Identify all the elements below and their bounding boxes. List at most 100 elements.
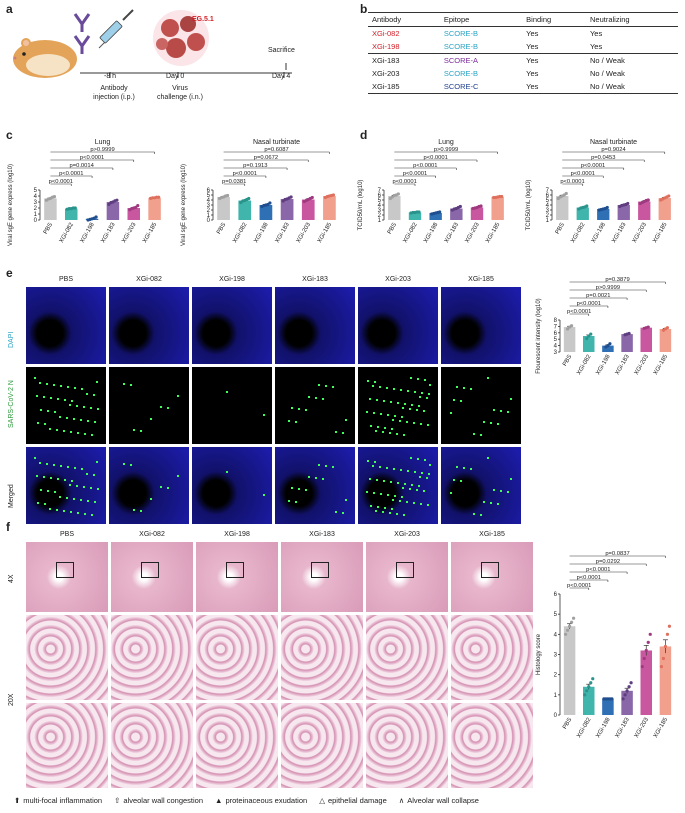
legend-symbol-icon: △ bbox=[319, 796, 325, 805]
column-header: XGi-183 bbox=[309, 531, 335, 538]
y-tick-label: 5 bbox=[207, 193, 211, 199]
p-value-label: p<0.0001 bbox=[59, 171, 83, 177]
table-cell-antibody: XGi-082 bbox=[372, 29, 400, 38]
y-tick-label: 3 bbox=[554, 653, 558, 659]
data-point bbox=[458, 204, 462, 209]
data-point bbox=[625, 689, 629, 693]
antibody-icon bbox=[70, 12, 100, 61]
y-tick-label: 8 bbox=[554, 318, 558, 324]
data-point bbox=[565, 628, 570, 632]
bar bbox=[638, 201, 651, 220]
x-tick-label: XGi-198 bbox=[423, 221, 440, 244]
bar bbox=[583, 336, 595, 352]
legend-text: proteinaceous exudation bbox=[225, 796, 308, 805]
bar bbox=[148, 197, 161, 220]
y-tick-label: 7 bbox=[378, 188, 382, 194]
table-row: XGi-203 SCORE-B Yes No / Weak bbox=[368, 67, 678, 80]
micrograph-image bbox=[109, 287, 189, 364]
row-label: 20X bbox=[8, 693, 15, 706]
bar bbox=[563, 327, 576, 352]
column-header: XGi-082 bbox=[139, 531, 165, 538]
time-label: Day 4 bbox=[272, 73, 291, 80]
x-tick-label: XGi-203 bbox=[634, 353, 651, 376]
p-value-label: p>0.9999 bbox=[90, 147, 114, 153]
table-cell-epitope: SCORE-C bbox=[443, 82, 479, 91]
x-tick-label: XGi-185 bbox=[485, 221, 502, 244]
data-point bbox=[156, 195, 161, 199]
y-tick-label: 1 bbox=[34, 212, 38, 218]
p-value-label: p>0.9999 bbox=[596, 285, 620, 291]
y-tick-label: 4 bbox=[554, 632, 558, 638]
bar bbox=[621, 334, 633, 352]
y-tick-label: 5 bbox=[554, 337, 558, 343]
p-value-label: p<0.0001 bbox=[577, 575, 601, 581]
data-point bbox=[438, 210, 442, 214]
p-value-label: p<0.0001 bbox=[560, 179, 584, 185]
variant-label: EG.5.1 bbox=[192, 16, 214, 23]
histology-legend: ⬆ multi-focal inflammation ⇧ alveolar wall … bbox=[14, 796, 554, 805]
table-row: XGi-185 SCORE-C Yes No / Weak bbox=[368, 80, 678, 94]
data-point bbox=[605, 205, 609, 210]
bar bbox=[217, 197, 230, 220]
micrograph-image bbox=[109, 447, 189, 524]
x-tick-label: XGi-082 bbox=[59, 221, 76, 244]
p-value-label: p=0.0021 bbox=[586, 293, 610, 299]
column-header: XGi-185 bbox=[468, 276, 494, 283]
micrograph-image bbox=[441, 447, 521, 524]
data-point bbox=[648, 632, 652, 636]
data-point bbox=[583, 693, 587, 697]
y-tick-label: 0 bbox=[554, 713, 558, 719]
y-tick-label: 1 bbox=[378, 218, 382, 224]
micrograph-image bbox=[26, 447, 106, 524]
row-label: 4X bbox=[8, 574, 15, 583]
column-header: XGi-203 bbox=[394, 531, 420, 538]
micrograph-image bbox=[192, 367, 272, 444]
data-point bbox=[569, 620, 574, 624]
panel-label-f: f bbox=[6, 520, 10, 534]
bar bbox=[597, 209, 610, 220]
p-value-label: p=0.6087 bbox=[264, 147, 288, 153]
data-point bbox=[623, 693, 627, 697]
bar bbox=[323, 196, 336, 220]
table-header: Binding bbox=[522, 12, 586, 27]
histology-image bbox=[451, 542, 533, 612]
panel-label-b: b bbox=[360, 2, 368, 16]
data-point bbox=[136, 204, 140, 208]
data-point bbox=[585, 204, 589, 208]
bar bbox=[450, 208, 463, 220]
histology-image bbox=[196, 615, 278, 700]
table-cell-antibody: XGi-203 bbox=[372, 69, 400, 78]
data-point bbox=[585, 336, 589, 341]
data-point bbox=[661, 656, 666, 661]
bar bbox=[640, 327, 652, 352]
data-point bbox=[659, 665, 664, 669]
data-point bbox=[667, 624, 672, 628]
x-tick-label: XGi-185 bbox=[652, 221, 669, 244]
legend-item: ⇧ alveolar wall congestion bbox=[114, 796, 203, 805]
histology-image bbox=[366, 703, 448, 788]
bar bbox=[408, 212, 422, 220]
micrograph-image bbox=[441, 287, 521, 364]
histology-image bbox=[281, 615, 363, 700]
data-point bbox=[567, 624, 572, 628]
legend-item: ▲ proteinaceous exudation bbox=[215, 796, 307, 805]
table-cell-binding: Yes bbox=[526, 82, 539, 91]
x-tick-label: XGi-198 bbox=[253, 221, 270, 244]
data-point bbox=[268, 201, 272, 205]
histology-image bbox=[26, 703, 108, 788]
bar bbox=[65, 208, 78, 220]
y-tick-label: 4 bbox=[378, 203, 382, 209]
table-row: XGi-198 SCORE-B Yes Yes bbox=[368, 40, 678, 54]
data-point bbox=[247, 196, 251, 201]
data-point bbox=[289, 195, 293, 199]
p-value-label: p=0.3879 bbox=[605, 277, 629, 283]
y-tick-label: 2 bbox=[554, 673, 558, 679]
data-point bbox=[585, 689, 589, 693]
y-tick-label: 0 bbox=[207, 218, 211, 224]
legend-text: epithelial damage bbox=[327, 796, 387, 805]
legend-symbol-icon: ⬆ bbox=[14, 796, 21, 805]
bar bbox=[106, 202, 120, 220]
virus-cluster-illustration bbox=[146, 8, 216, 73]
x-tick-label: XGi-082 bbox=[576, 716, 593, 739]
